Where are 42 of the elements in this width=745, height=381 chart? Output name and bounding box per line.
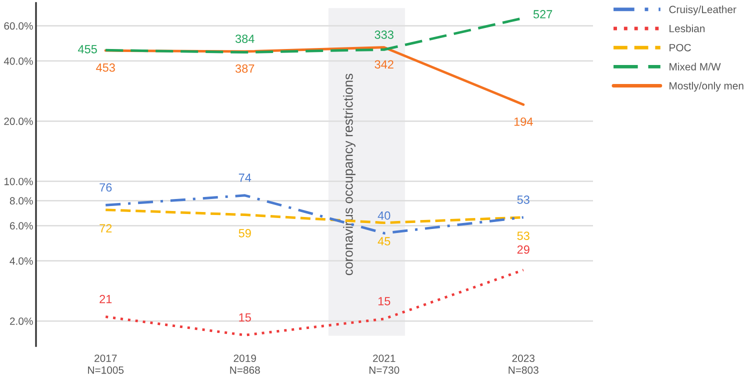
annotation: 40 — [378, 211, 390, 220]
annotation: 453 — [96, 63, 115, 72]
y-tick-label: 2.0% — [10, 318, 33, 325]
annotation: 527 — [533, 10, 552, 18]
annotation: 15 — [378, 297, 390, 306]
y-tick-label: 6.0% — [10, 222, 33, 230]
annotation: 342 — [374, 60, 394, 69]
y-tick-label: 10.0% — [4, 178, 33, 186]
annotation: 72 — [100, 224, 112, 232]
y-tick-label: 8.0% — [10, 197, 33, 205]
annotation: 455 — [78, 45, 97, 54]
annotation: 76 — [100, 183, 112, 192]
annotation: 384 — [235, 34, 254, 43]
annotation: 74 — [238, 174, 252, 182]
legend-label: Cruisy/Leather — [669, 6, 736, 16]
annotation: 15 — [239, 313, 251, 322]
y-tick-label: 40.0% — [4, 57, 33, 65]
annotation: 53 — [517, 232, 530, 240]
band-label: coronavirus occupancy restrictions — [343, 74, 356, 276]
annotation: 53 — [517, 196, 530, 204]
y-tick-label: 20.0% — [4, 118, 33, 126]
legend-label: Lesbian — [670, 24, 705, 32]
legend-label: Mixed M/W — [670, 62, 721, 70]
x-tick-label: 2019 — [234, 354, 256, 362]
text: N=803 — [508, 366, 538, 374]
y-tick-label: 60.0% — [4, 22, 33, 30]
annotation: 21 — [100, 294, 112, 304]
legend-label: Mostly/only men — [670, 82, 744, 92]
x-tick-label: 2021 — [373, 354, 396, 362]
y-tick-label: 4.0% — [10, 257, 33, 265]
x-tick-label: 2017 — [94, 354, 117, 362]
annotation: 59 — [238, 229, 251, 238]
annotation: 45 — [378, 237, 390, 246]
annotation: 387 — [235, 64, 254, 73]
legend-label: POC — [670, 44, 691, 52]
annotation: 194 — [514, 117, 533, 126]
text: N=1005 — [88, 366, 124, 374]
text: N=868 — [230, 366, 260, 374]
annotation: 333 — [374, 30, 394, 39]
x-tick-label: 2023 — [512, 354, 535, 362]
text: N=730 — [369, 366, 400, 374]
annotation: 29 — [517, 245, 530, 254]
